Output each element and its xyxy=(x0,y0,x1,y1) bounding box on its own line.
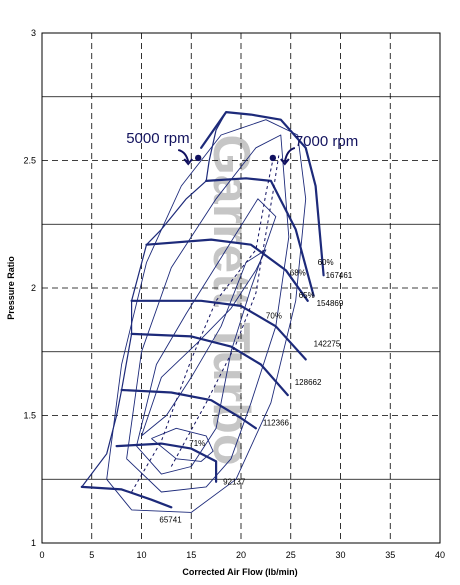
speed-line-label: 167461 xyxy=(326,271,353,280)
rpm-arrowhead xyxy=(183,158,193,166)
x-tick-label: 40 xyxy=(435,550,445,560)
x-tick-label: 0 xyxy=(39,550,44,560)
rpm-label: 7000 rpm xyxy=(295,133,358,150)
efficiency-label: 70% xyxy=(266,312,282,321)
rpm-point xyxy=(269,154,277,162)
efficiency-label: 68% xyxy=(290,268,306,277)
axes-layer: Corrected Air Flow (lb/min) Pressure Rat… xyxy=(6,28,445,577)
efficiency-label: 71% xyxy=(189,439,205,448)
efficiency-island xyxy=(106,119,307,513)
speed-line xyxy=(130,299,307,361)
speed-line-label: 128662 xyxy=(295,378,322,387)
speed-line-label: 142275 xyxy=(314,340,341,349)
efficiency-island xyxy=(136,198,277,475)
speed-line xyxy=(200,111,325,277)
rpm-arrow xyxy=(177,148,190,163)
efficiency-label: 60% xyxy=(318,258,334,267)
speed-line xyxy=(80,485,173,509)
labels-layer: 65741 92137 112366 128662 142275 154869 167461… xyxy=(159,258,352,525)
rpm-arrow xyxy=(283,146,296,163)
x-tick-label: 20 xyxy=(236,550,246,560)
y-tick-label: 3 xyxy=(31,28,36,38)
efficiency-island xyxy=(151,427,214,462)
speed-line-label: 65741 xyxy=(159,516,182,525)
efficiency-islands-layer xyxy=(106,119,307,513)
speed-line xyxy=(205,177,315,297)
speed-line-label: 154869 xyxy=(317,299,344,308)
x-tick-label: 5 xyxy=(89,550,94,560)
efficiency-label: 65% xyxy=(299,291,315,300)
rpm-arrowhead xyxy=(280,158,290,166)
operating-line xyxy=(170,155,280,467)
speed-line-label: 92137 xyxy=(223,477,246,486)
y-tick-label: 2 xyxy=(31,283,36,293)
speed-line-label: 112366 xyxy=(263,419,290,428)
speed-line xyxy=(130,332,289,397)
rpm-point xyxy=(195,154,202,162)
speed-line xyxy=(120,388,257,430)
x-tick-label: 25 xyxy=(286,550,296,560)
annotation-layer: 5000 rpm 7000 rpm xyxy=(126,130,358,166)
speed-line xyxy=(115,442,218,483)
x-tick-label: 30 xyxy=(335,550,345,560)
x-axis-title: Corrected Air Flow (lb/min) xyxy=(182,567,297,577)
grid-layer xyxy=(41,32,441,544)
operating-line xyxy=(131,155,275,493)
speed-line xyxy=(145,238,309,302)
y-tick-label: 1 xyxy=(31,538,36,548)
efficiency-island xyxy=(126,134,290,493)
operating-lines-layer xyxy=(131,155,280,493)
y-tick-label: 1.5 xyxy=(23,411,36,421)
rpm-label: 5000 rpm xyxy=(126,130,189,147)
y-tick-label: 2.5 xyxy=(23,156,36,166)
x-tick-label: 10 xyxy=(136,550,146,560)
speed-lines-layer xyxy=(80,111,325,509)
x-tick-label: 15 xyxy=(186,550,196,560)
efficiency-island xyxy=(141,249,267,437)
x-tick-label: 35 xyxy=(385,550,395,560)
y-axis-title: Pressure Ratio xyxy=(6,256,16,320)
